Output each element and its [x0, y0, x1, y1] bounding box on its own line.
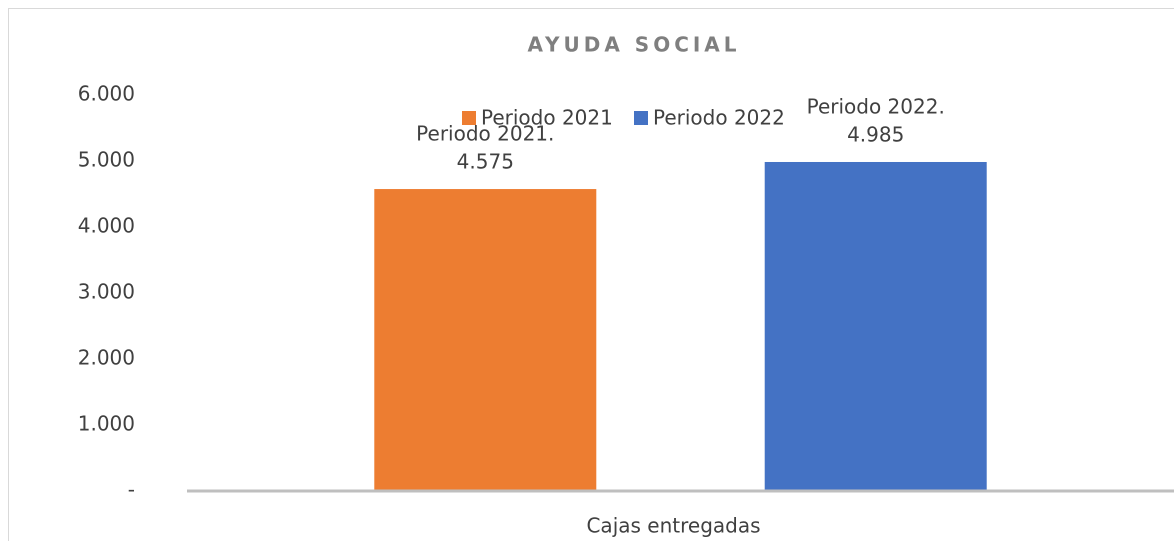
chart-border — [8, 8, 1174, 541]
y-tick-label: 2.000 — [78, 346, 135, 370]
data-label: 4.985 — [847, 122, 904, 146]
y-tick-label: 3.000 — [78, 280, 135, 304]
legend-label: Periodo 2021 — [481, 106, 613, 130]
legend-label: Periodo 2022 — [653, 106, 785, 130]
legend-swatch — [634, 111, 648, 125]
y-tick-label: 4.000 — [78, 214, 135, 238]
bar — [764, 161, 987, 492]
y-tick-label: 6.000 — [78, 82, 135, 106]
chart-title: AYUDA SOCIAL — [527, 33, 740, 57]
data-label-name: Periodo 2021. — [416, 122, 554, 146]
x-tick-label: Cajas entregadas — [586, 514, 760, 538]
data-label: 4.575 — [457, 150, 514, 174]
y-tick-label: 5.000 — [78, 148, 135, 172]
bar — [374, 189, 597, 492]
legend-swatch — [462, 111, 476, 125]
data-label-name: Periodo 2022. — [807, 94, 945, 118]
y-tick-label: - — [128, 478, 135, 502]
y-tick-label: 1.000 — [78, 412, 135, 436]
